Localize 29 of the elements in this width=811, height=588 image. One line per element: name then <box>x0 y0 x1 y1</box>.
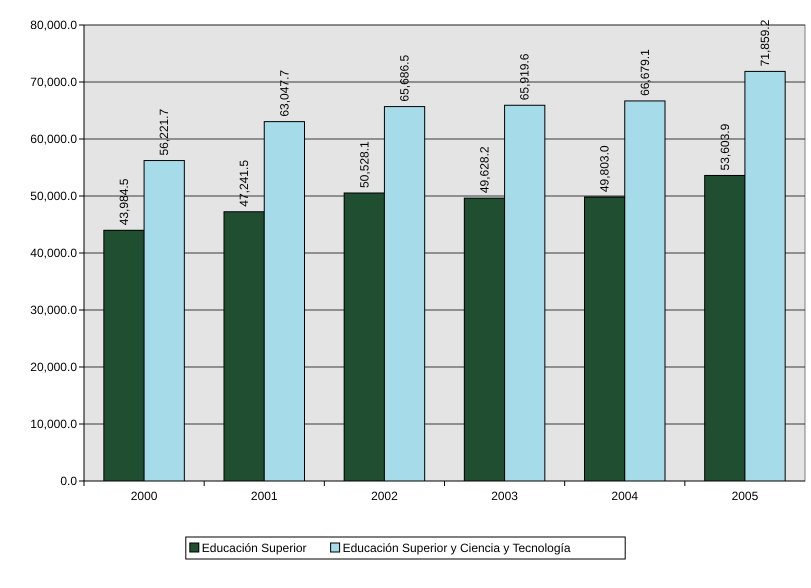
x-tick-label: 2000 <box>130 489 158 503</box>
y-tick-label: 50,000.0 <box>30 189 78 204</box>
y-tick-label: 80,000.0 <box>30 18 78 32</box>
y-tick-label: 70,000.0 <box>30 75 78 90</box>
data-label: 47,241.5 <box>237 160 252 207</box>
data-label: 71,859.2 <box>758 19 772 66</box>
data-label: 49,803.0 <box>598 145 612 192</box>
x-tick-label: 2003 <box>491 489 518 503</box>
y-tick-label: 30,000.0 <box>30 303 78 318</box>
data-label: 56,221.7 <box>157 108 172 156</box>
data-label: 66,679.1 <box>638 48 652 96</box>
data-label: 43,984.5 <box>116 178 131 226</box>
x-tick-label: 2002 <box>371 489 398 503</box>
data-label: 49,628.2 <box>477 146 492 194</box>
legend-label: Educación Superior <box>202 541 307 555</box>
legend-label: Educación Superior y Ciencia y Tecnología <box>342 541 571 555</box>
data-label: 65,919.6 <box>518 53 532 100</box>
x-tick-label: 2005 <box>732 489 759 503</box>
data-label: 50,528.1 <box>357 140 372 188</box>
data-label: 53,603.9 <box>718 123 732 170</box>
x-tick-label: 2004 <box>611 489 638 503</box>
y-tick-label: 20,000.0 <box>30 360 78 374</box>
y-tick-label: 0.0 <box>60 474 78 488</box>
data-label: 65,686.5 <box>398 54 412 102</box>
y-tick-label: 40,000.0 <box>30 246 78 260</box>
data-label: 63,047.7 <box>277 70 292 117</box>
x-tick-label: 2001 <box>250 489 278 503</box>
y-tick-label: 60,000.0 <box>30 132 78 146</box>
y-tick-label: 10,000.0 <box>30 417 78 432</box>
